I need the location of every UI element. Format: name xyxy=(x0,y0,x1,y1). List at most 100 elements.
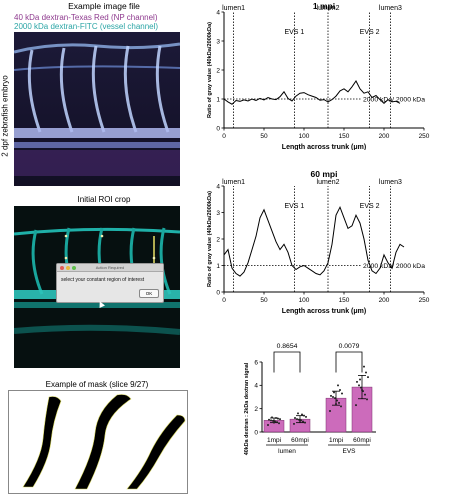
region-marker-label: EVS 1 xyxy=(284,203,304,210)
region-marker-label: lumen3 xyxy=(379,5,402,12)
data-point xyxy=(361,389,363,391)
data-point xyxy=(364,393,366,396)
dialog-close-icon[interactable] xyxy=(60,265,64,270)
region-marker-label: lumen3 xyxy=(379,179,402,186)
embryo-label: 2 dpf zebrafish embryo xyxy=(0,36,11,196)
data-point xyxy=(268,418,270,421)
x-tick-label: 50 xyxy=(260,297,268,304)
dialog-title: Action Required xyxy=(95,265,125,270)
region-marker-label: EVS 2 xyxy=(360,203,380,210)
dialog-minimize-icon[interactable] xyxy=(66,265,70,270)
data-point xyxy=(293,422,295,425)
roi-crop-image: Action Required select your constant reg… xyxy=(14,206,180,368)
y-tick-label: 2 xyxy=(216,67,220,74)
x-tick-label: 50 xyxy=(260,133,268,140)
y-tick-label: 1 xyxy=(216,96,220,103)
data-point xyxy=(304,421,306,424)
data-point xyxy=(302,420,304,423)
data-point xyxy=(301,413,303,416)
roi-dialog: Action Required select your constant reg… xyxy=(56,263,164,303)
region-marker-label: lumen1 xyxy=(222,179,245,186)
data-point xyxy=(356,380,358,383)
y-tick-label: 3 xyxy=(216,38,220,45)
y-tick-label: 2 xyxy=(216,236,220,243)
comparison-bracket xyxy=(335,351,363,373)
dialog-zoom-icon[interactable] xyxy=(72,265,76,270)
data-point xyxy=(330,394,332,397)
x-tick-label: 200 xyxy=(379,133,390,140)
y-tick-label: 0 xyxy=(216,125,220,132)
data-point xyxy=(275,417,277,419)
data-point xyxy=(305,415,307,418)
data-point xyxy=(296,418,298,421)
data-point xyxy=(299,419,301,422)
data-point xyxy=(277,417,279,420)
data-point xyxy=(335,403,337,405)
data-series-line xyxy=(223,205,405,277)
dialog-title-bar: Action Required xyxy=(57,264,163,272)
data-point xyxy=(332,396,334,398)
region-marker-label: lumen2 xyxy=(317,5,340,12)
x-tick-label: 100 xyxy=(299,297,310,304)
reference-label: 2000 kDa/ 2000 kDa xyxy=(363,97,425,104)
mask-image xyxy=(8,390,188,494)
chart-title: 1 mpi xyxy=(313,1,335,11)
data-point xyxy=(359,378,361,381)
y-tick-label: 4 xyxy=(216,9,220,16)
y-tick-label: 0 xyxy=(216,289,220,296)
data-point xyxy=(297,412,299,415)
data-point xyxy=(337,384,339,387)
embryo-label-text: 2 dpf zebrafish embryo xyxy=(0,75,10,157)
data-point xyxy=(303,414,305,417)
data-point xyxy=(340,405,342,408)
data-point xyxy=(366,398,368,401)
data-point xyxy=(270,419,272,422)
p-value-label: 0.8654 xyxy=(277,343,298,350)
y-tick-label: 1 xyxy=(216,263,220,270)
region-marker-label: lumen1 xyxy=(222,5,245,12)
data-point xyxy=(271,416,273,419)
x-tick-label: 250 xyxy=(419,133,430,140)
data-point xyxy=(294,417,296,419)
category-label: 1mpi xyxy=(267,437,281,444)
y-tick-label: 2 xyxy=(254,406,258,413)
dialog-ok-button[interactable]: OK xyxy=(139,289,159,298)
roi-crop-title: Initial ROI crop xyxy=(77,195,131,204)
x-tick-label: 0 xyxy=(222,133,226,140)
data-point xyxy=(336,399,338,402)
x-tick-label: 150 xyxy=(339,133,350,140)
line-chart-1mpi: 1 mpi 0 50 100 150 200 250 0 1 2 3 4 Length across t… xyxy=(207,1,430,150)
region-marker-label: EVS 2 xyxy=(360,29,380,36)
data-point xyxy=(333,391,335,394)
np-channel-legend: 40 kDa dextran-Texas Red (NP channel) xyxy=(14,13,158,22)
data-point xyxy=(341,392,343,395)
data-point xyxy=(334,397,336,400)
y-axis-label: Ratio of gray value (40kDa/2000kDa) xyxy=(207,22,213,118)
data-point xyxy=(329,410,331,412)
data-point xyxy=(367,376,369,379)
x-tick-label: 250 xyxy=(419,297,430,304)
group-label: lumen xyxy=(278,448,296,455)
data-point xyxy=(339,389,341,391)
y-tick-label: 4 xyxy=(254,383,258,390)
dialog-message: select your constant region of interest xyxy=(61,277,145,283)
x-axis-label: Length across trunk (μm) xyxy=(282,144,366,150)
data-point xyxy=(355,404,357,407)
y-axis-label: Ratio of gray value (40kDa/2000kDa) xyxy=(207,191,213,287)
category-label: 1mpi xyxy=(329,437,343,444)
region-marker-label: EVS 1 xyxy=(284,29,304,36)
data-point xyxy=(360,386,362,389)
y-tick-label: 0 xyxy=(254,429,258,436)
p-value-label: 0.0079 xyxy=(339,343,360,350)
x-tick-label: 0 xyxy=(222,297,226,304)
data-series-line xyxy=(223,80,401,105)
x-axis-label: Length across trunk (μm) xyxy=(282,308,366,315)
x-tick-label: 150 xyxy=(339,297,350,304)
data-point xyxy=(278,422,280,425)
chart-title: 60 mpi xyxy=(311,169,338,179)
category-label: 60mpi xyxy=(291,437,309,444)
mask-title: Example of mask (slice 9/27) xyxy=(45,380,149,389)
example-image-title: Example image file xyxy=(68,1,140,11)
line-chart-60mpi: 60 mpi 0 50 100 150 200 250 0 1 2 3 4 Length across … xyxy=(207,169,430,315)
group-label: EVS xyxy=(342,448,356,455)
